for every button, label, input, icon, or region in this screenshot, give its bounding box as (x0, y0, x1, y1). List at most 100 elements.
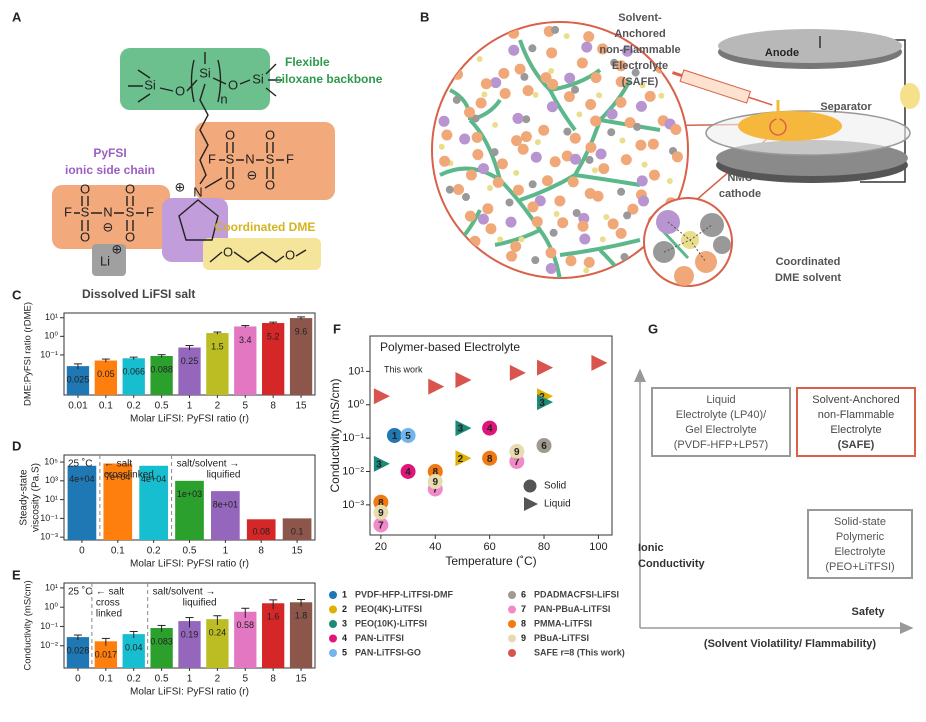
y-tick-label: 10⁻¹ (342, 432, 364, 444)
molecule (490, 148, 499, 157)
x-tick-label: 15 (292, 546, 304, 557)
data-label: 5.2 (267, 331, 280, 341)
bond (219, 142, 284, 179)
legend-label: PEO(10K)-LiTFSI (355, 618, 427, 628)
legend-label: PMMA-LiTFSI (534, 618, 592, 628)
marker-triangle (373, 388, 390, 405)
molecule (545, 247, 557, 259)
molecule (531, 256, 540, 265)
x-tick-label: 60 (484, 541, 496, 553)
marker-triangle (537, 394, 554, 411)
box-text: (PEO+LiTFSI) (825, 561, 894, 573)
x-axis-label: (Solvent Violatility/ Flammability) (704, 638, 877, 650)
molecule (599, 236, 606, 243)
dme-closeup (653, 210, 731, 286)
panel-label: G (648, 321, 658, 336)
point-label: 6 (541, 441, 547, 452)
atom: O (228, 77, 238, 92)
point-label: 4 (487, 424, 493, 435)
x-tick-label: 40 (429, 541, 441, 553)
legend-circle (523, 479, 537, 493)
bar (206, 333, 229, 395)
atom: O (80, 229, 90, 244)
data-label: 0.083 (150, 636, 173, 646)
box-text: Solvent-Anchored (812, 394, 899, 406)
atom: O (175, 83, 185, 98)
syringe (671, 69, 773, 106)
molecule (518, 236, 525, 243)
atom: F (64, 204, 72, 219)
atom: F (208, 151, 216, 166)
backbone-label: Flexible (285, 55, 330, 69)
molecule (633, 122, 642, 131)
x-axis-label: Molar LiFSI: PyFSI ratio (r) (130, 559, 249, 570)
atom: N (103, 204, 112, 219)
bar (211, 491, 240, 540)
backbone-label: siloxane backbone (275, 72, 383, 86)
x-tick-label: 0.5 (183, 546, 197, 557)
molecule (481, 91, 488, 98)
molecule (561, 150, 573, 162)
data-label: 0.088 (150, 364, 173, 374)
solid-box (807, 509, 913, 579)
molecule (534, 139, 541, 146)
point-label: 4 (405, 467, 411, 478)
x-tick-label: 8 (258, 546, 264, 557)
marker-triangle (455, 450, 472, 467)
molecule (658, 92, 665, 99)
marker-circle (400, 463, 416, 479)
point-label: 8 (487, 454, 493, 465)
box-text: (SAFE) (838, 439, 875, 451)
bar (103, 463, 133, 540)
bar (122, 358, 145, 395)
y-axis-label: DME:PyFSI ratio (rDME) (23, 302, 34, 406)
charge: ⊖ (247, 167, 258, 182)
bar (67, 465, 97, 540)
annotation: 25 ˚C (68, 458, 92, 470)
fsi-box (195, 122, 335, 200)
atom: Si (144, 77, 156, 92)
point-label: 9 (432, 477, 438, 488)
box-text: Liquid (706, 394, 735, 406)
marker-circle (386, 427, 402, 443)
y-tick-label: 10⁻¹ (40, 513, 58, 523)
y-tick-label: 10⁻² (342, 465, 364, 477)
atom: Li (100, 253, 110, 268)
data-label: 0.19 (181, 629, 199, 639)
molecule (590, 72, 602, 84)
point-label: 2 (458, 454, 464, 465)
dme-chain (209, 249, 307, 263)
annotation: 25 ˚C (68, 586, 92, 598)
bar (150, 628, 173, 668)
y-tick-label: 10⁻² (40, 640, 58, 650)
legend-number: 5 (342, 647, 347, 657)
molecule (606, 108, 618, 120)
bar (122, 634, 145, 668)
li-box (92, 244, 126, 276)
x-tick-label: 0 (79, 546, 85, 557)
marker-circle (400, 427, 416, 443)
molecule (636, 175, 648, 187)
legend-swatch (508, 649, 516, 657)
molecule (615, 60, 627, 72)
molecule (520, 131, 532, 143)
legend-label: PEO(4K)-LiTFSI (355, 604, 422, 614)
molecule (639, 82, 646, 89)
x-tick-label: 15 (295, 401, 307, 412)
molecule (538, 124, 550, 136)
coordination (663, 221, 713, 263)
molecule (439, 155, 451, 167)
data-label: 8e+01 (213, 499, 238, 509)
point-label: 7 (432, 485, 438, 496)
x-tick-label: 1 (223, 546, 229, 557)
molecule (441, 129, 453, 141)
x-tick-label: 80 (538, 541, 550, 553)
bar (139, 465, 168, 540)
molecule (571, 85, 580, 94)
molecule (508, 44, 520, 56)
molecule (666, 178, 673, 185)
x-tick-label: 8 (270, 401, 276, 412)
legend-label: PBuA-LiTFSI (534, 633, 589, 643)
molecule (532, 91, 539, 98)
molecule (510, 240, 522, 252)
